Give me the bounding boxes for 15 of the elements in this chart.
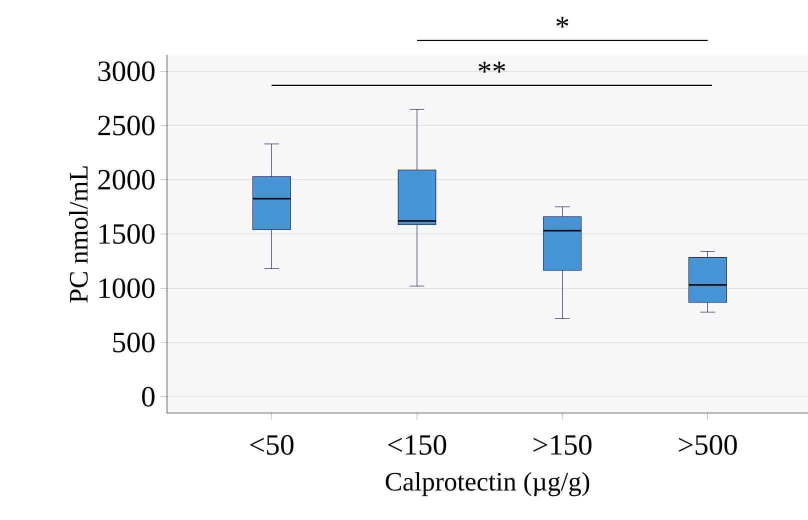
x-tick-label: <50 [250,435,294,455]
x-tick-label: >150 [534,435,592,455]
x-tick-label: >500 [678,435,737,455]
annotation: ** [478,62,506,73]
y-tick-label: 2500 [98,116,155,136]
y-tick-label: 3000 [98,61,155,82]
text: * [556,16,568,28]
y-axis-title: PC nmol/mL [69,166,88,302]
y-tick-label: 2000 [98,170,155,190]
x-tick-label: <150 [388,435,446,455]
y-tick-label: 1000 [100,278,155,298]
y-tick-label: 0 [142,386,155,407]
y-tick-label: 1500 [100,224,155,244]
x-axis-title: Calprotectin (µg/g) [386,472,590,496]
y-tick-label: 500 [113,332,155,352]
